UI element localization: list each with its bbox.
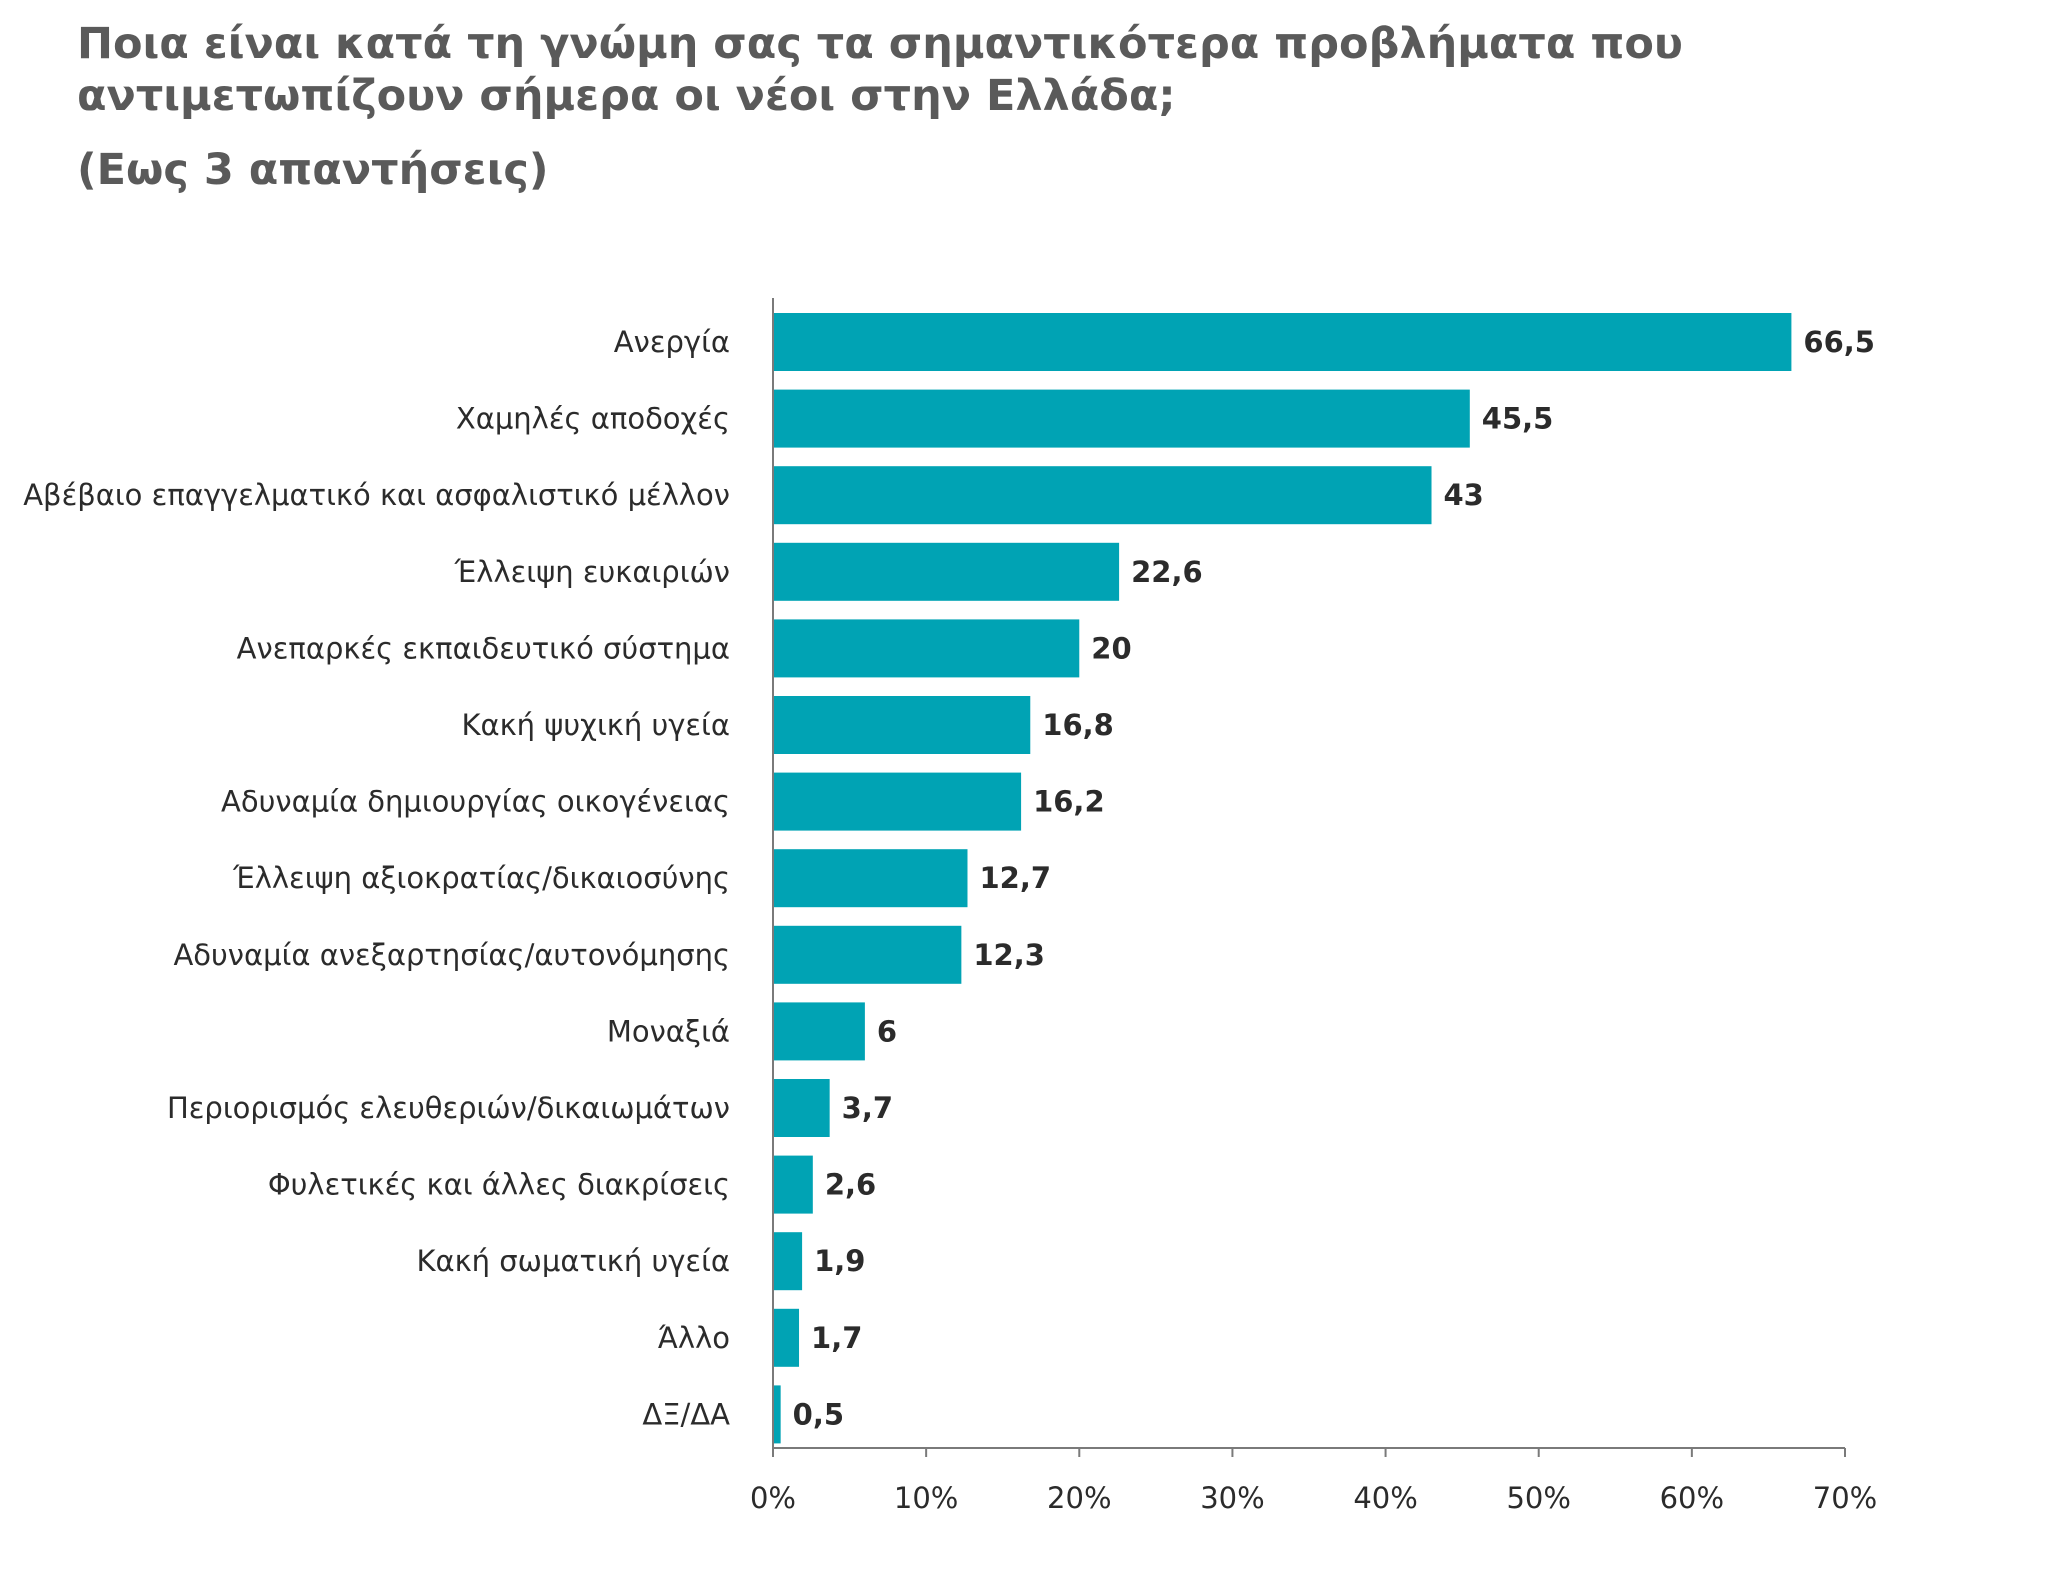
x-tick-label: 10% [894,1481,958,1515]
bar [773,313,1792,371]
bar [773,1002,865,1061]
category-label: Περιορισμός ελευθεριών/δικαιωμάτων [167,1091,730,1125]
category-label: Κακή ψυχική υγεία [461,708,730,742]
x-tick-label: 20% [1047,1481,1111,1515]
bar [773,1232,803,1291]
axes-group: 0% 10% 20% 30% 40% 50% 60% 70% [750,298,1877,1515]
x-tick-label: 50% [1506,1481,1570,1515]
bar [773,772,1022,831]
category-label: Αδυναμία δημιουργίας οικογένειας [221,785,730,819]
category-label: Χαμηλές αποδοχές [456,402,730,436]
data-label: 0,5 [793,1397,844,1431]
x-tick-label: 70% [1813,1481,1877,1515]
bar [773,619,1080,678]
bar [773,1385,781,1444]
bar [773,1079,830,1137]
data-label: 22,6 [1131,555,1203,589]
category-label: ΔΞ/ΔΑ [642,1397,730,1431]
data-label: 2,6 [825,1168,876,1202]
category-label: Έλλειψη ευκαιριών [454,555,730,589]
bar [773,925,962,984]
data-label: 45,5 [1482,402,1554,436]
category-label: Ανεπαρκές εκπαιδευτικό σύστημα [237,631,730,665]
chart-subtitle: (Εως 3 απαντήσεις) [77,145,549,195]
x-tick-label: 60% [1660,1481,1724,1515]
data-label: 43 [1444,478,1484,512]
category-label: Φυλετικές και άλλες διακρίσεις [268,1168,730,1202]
title-block: Ποια είναι κατά τη γνώμη σας τα σημαντικ… [77,18,1977,196]
data-label: 1,7 [811,1321,862,1355]
bar [773,542,1120,601]
category-label: Ανεργία [614,325,730,359]
data-label: 20 [1091,631,1131,665]
category-labels-group: Ανεργία Χαμηλές αποδοχές Αβέβαιο επαγγελμα… [23,325,730,1431]
data-label: 12,3 [973,938,1045,972]
value-labels-group: 66,5 45,5 43 22,6 20 16,8 16,2 12,7 12,3 6 3,7 2,6 1… [793,325,1875,1431]
data-label: 16,8 [1042,708,1114,742]
data-label: 3,7 [842,1091,893,1125]
bar [773,849,968,908]
category-label: Αδυναμία ανεξαρτησίας/αυτονόμησης [173,938,730,972]
data-label: 6 [877,1014,897,1048]
category-label: Αβέβαιο επαγγελματικό και ασφαλιστικό μέ… [23,478,730,512]
category-label: Άλλο [658,1321,730,1355]
x-tick-label: 0% [750,1481,796,1515]
x-tick-label: 30% [1200,1481,1264,1515]
data-label: 66,5 [1803,325,1875,359]
x-tick-label: 40% [1353,1481,1417,1515]
bar [773,466,1432,525]
data-label: 1,9 [814,1244,865,1278]
bars-group [773,313,1792,1444]
data-label: 16,2 [1033,785,1105,819]
bar [773,389,1470,448]
data-label: 12,7 [979,861,1051,895]
bar [773,1155,813,1214]
bar [773,1308,800,1367]
category-label: Μοναξιά [607,1014,730,1048]
category-label: Κακή σωματική υγεία [416,1244,730,1278]
bar [773,696,1031,754]
category-label: Έλλειψη αξιοκρατίας/δικαιοσύνης [232,861,730,895]
chart-title: Ποια είναι κατά τη γνώμη σας τα σημαντικ… [77,19,1683,121]
